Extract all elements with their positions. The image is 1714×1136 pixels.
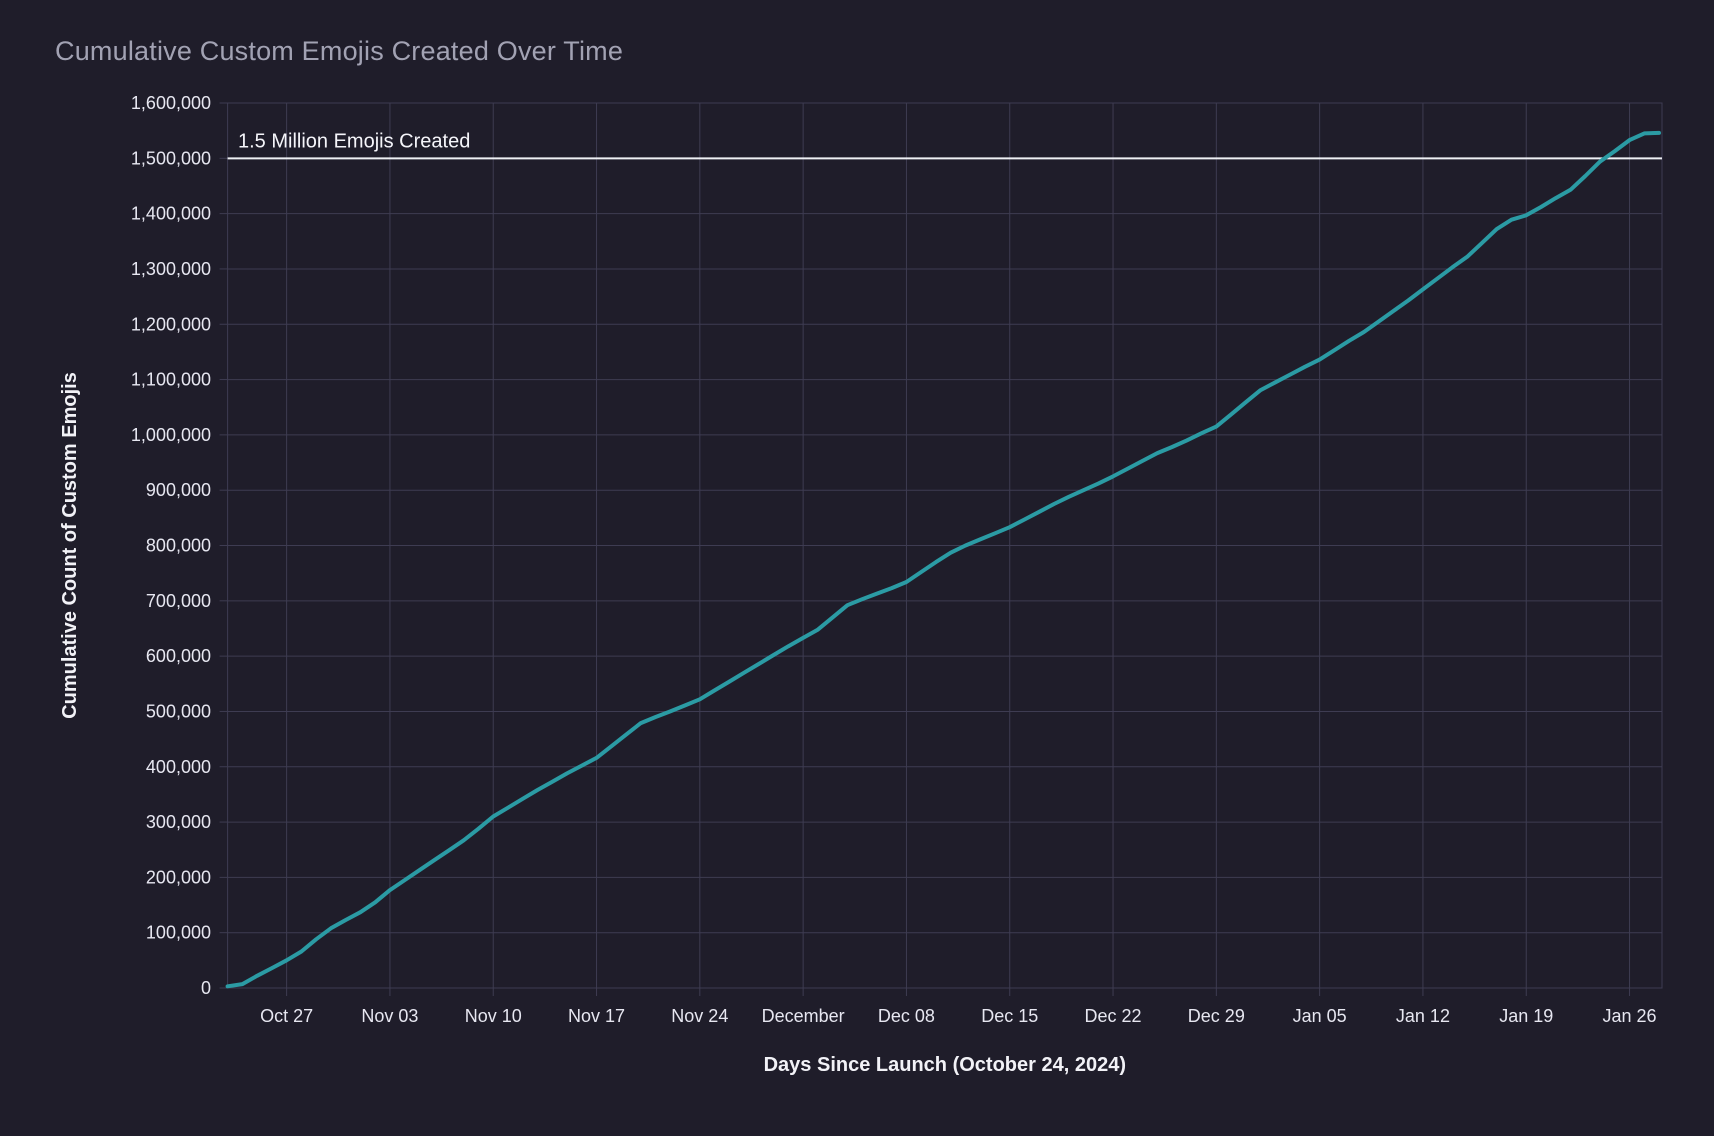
y-tick-label: 900,000: [146, 480, 211, 500]
x-tick-label: Dec 08: [878, 1006, 935, 1026]
x-tick-label: Dec 15: [981, 1006, 1038, 1026]
y-tick-label: 1,000,000: [131, 425, 211, 445]
x-tick-label: Nov 17: [568, 1006, 625, 1026]
y-tick-label: 500,000: [146, 701, 211, 721]
y-tick-label: 1,400,000: [131, 204, 211, 224]
cumulative-emojis-line: [225, 130, 1661, 989]
y-tick-label: 300,000: [146, 812, 211, 832]
x-tick-label: Nov 24: [671, 1006, 728, 1026]
y-tick-label: 800,000: [146, 536, 211, 556]
y-tick-label: 1,200,000: [131, 314, 211, 334]
x-tick-label: Nov 03: [361, 1006, 418, 1026]
x-tick-label: Nov 10: [465, 1006, 522, 1026]
y-tick-label: 200,000: [146, 867, 211, 887]
x-tick-label: Dec 29: [1188, 1006, 1245, 1026]
x-tick-label: Jan 19: [1499, 1006, 1553, 1026]
y-tick-label: 600,000: [146, 646, 211, 666]
y-tick-label: 1,300,000: [131, 259, 211, 279]
y-tick-label: 700,000: [146, 591, 211, 611]
plot-border: [227, 102, 1663, 989]
reference-line-label: 1.5 Million Emojis Created: [238, 130, 470, 152]
x-tick-label: Jan 05: [1293, 1006, 1347, 1026]
y-tick-label: 1,500,000: [131, 148, 211, 168]
x-tick-label: Jan 12: [1396, 1006, 1450, 1026]
y-tick-label: 100,000: [146, 923, 211, 943]
x-axis-title: Days Since Launch (October 24, 2024): [764, 1054, 1126, 1076]
y-tick-label: 1,100,000: [131, 370, 211, 390]
y-axis-title: Cumulative Count of Custom Emojis: [59, 372, 81, 719]
y-tick-label: 1,600,000: [131, 93, 211, 113]
chart-title: Cumulative Custom Emojis Created Over Ti…: [55, 36, 624, 66]
y-tick-label: 400,000: [146, 757, 211, 777]
x-tick-label: December: [762, 1006, 845, 1026]
x-tick-label: Oct 27: [260, 1006, 313, 1026]
y-tick-label: 0: [201, 978, 211, 998]
x-tick-label: Dec 22: [1085, 1006, 1142, 1026]
x-tick-label: Jan 26: [1603, 1006, 1657, 1026]
